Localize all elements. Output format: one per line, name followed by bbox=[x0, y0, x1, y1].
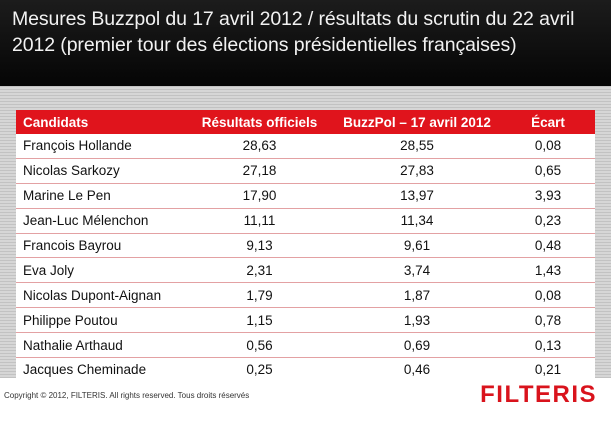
results-table-container: Candidats Résultats officiels BuzzPol – … bbox=[16, 110, 595, 383]
cell-official-result: 1,79 bbox=[186, 282, 333, 309]
cell-buzzpol-result: 11,34 bbox=[333, 208, 501, 234]
cell-candidate: Nathalie Arthaud bbox=[16, 332, 186, 359]
cell-gap: 3,93 bbox=[501, 183, 595, 209]
page-title-line-1: Mesures Buzzpol du 17 avril 2012 / résul… bbox=[12, 8, 575, 30]
cell-official-result: 2,31 bbox=[186, 257, 333, 284]
cell-gap: 0,23 bbox=[501, 208, 595, 234]
table-row: Nicolas Dupont-Aignan 1,79 1,87 0,08 bbox=[16, 282, 595, 309]
cell-gap: 0,13 bbox=[501, 332, 595, 359]
cell-gap: 0,48 bbox=[501, 233, 595, 259]
filteris-logo: FILTERIS bbox=[480, 381, 597, 408]
table-row: Marine Le Pen 17,90 13,97 3,93 bbox=[16, 183, 595, 209]
results-table: Candidats Résultats officiels BuzzPol – … bbox=[16, 110, 595, 383]
cell-candidate: Philippe Poutou bbox=[16, 307, 186, 334]
table-row: François Hollande 28,63 28,55 0,08 bbox=[16, 134, 595, 159]
cell-buzzpol-result: 3,74 bbox=[333, 257, 501, 284]
table-header-row: Candidats Résultats officiels BuzzPol – … bbox=[16, 110, 595, 134]
cell-gap: 0,78 bbox=[501, 307, 595, 334]
cell-buzzpol-result: 27,83 bbox=[333, 158, 501, 184]
footer bbox=[0, 378, 611, 435]
table-row: Nicolas Sarkozy 27,18 27,83 0,65 bbox=[16, 158, 595, 184]
cell-candidate: Eva Joly bbox=[16, 257, 186, 284]
cell-gap: 1,43 bbox=[501, 257, 595, 284]
cell-candidate: Nicolas Dupont-Aignan bbox=[16, 282, 186, 309]
cell-candidate: Marine Le Pen bbox=[16, 183, 186, 209]
cell-official-result: 9,13 bbox=[186, 233, 333, 259]
cell-official-result: 1,15 bbox=[186, 307, 333, 334]
header-ecart: Écart bbox=[501, 110, 595, 134]
cell-candidate: Francois Bayrou bbox=[16, 233, 186, 259]
table-row: Philippe Poutou 1,15 1,93 0,78 bbox=[16, 307, 595, 334]
copyright-notice: Copyright © 2012, FILTERIS. All rights r… bbox=[4, 391, 250, 400]
table-row: Eva Joly 2,31 3,74 1,43 bbox=[16, 257, 595, 284]
cell-buzzpol-result: 13,97 bbox=[333, 183, 501, 209]
table-row: Jean-Luc Mélenchon 11,11 11,34 0,23 bbox=[16, 208, 595, 234]
header-resultats-officiels: Résultats officiels bbox=[186, 110, 333, 134]
cell-gap: 0,65 bbox=[501, 158, 595, 184]
cell-candidate: François Hollande bbox=[16, 134, 186, 159]
cell-buzzpol-result: 9,61 bbox=[333, 233, 501, 259]
cell-buzzpol-result: 1,93 bbox=[333, 307, 501, 334]
cell-gap: 0,08 bbox=[501, 134, 595, 159]
cell-buzzpol-result: 28,55 bbox=[333, 134, 501, 159]
cell-buzzpol-result: 0,69 bbox=[333, 332, 501, 359]
cell-candidate: Nicolas Sarkozy bbox=[16, 158, 186, 184]
page-title-line-2: 2012 (premier tour des élections préside… bbox=[12, 34, 517, 56]
cell-official-result: 17,90 bbox=[186, 183, 333, 209]
cell-gap: 0,08 bbox=[501, 282, 595, 309]
table-row: Francois Bayrou 9,13 9,61 0,48 bbox=[16, 233, 595, 259]
title-banner: Mesures Buzzpol du 17 avril 2012 / résul… bbox=[0, 0, 611, 86]
cell-official-result: 11,11 bbox=[186, 208, 333, 234]
cell-official-result: 28,63 bbox=[186, 134, 333, 159]
table-row: Nathalie Arthaud 0,56 0,69 0,13 bbox=[16, 332, 595, 359]
header-buzzpol: BuzzPol – 17 avril 2012 bbox=[333, 110, 501, 134]
header-candidats: Candidats bbox=[16, 110, 186, 134]
cell-official-result: 27,18 bbox=[186, 158, 333, 184]
cell-buzzpol-result: 1,87 bbox=[333, 282, 501, 309]
cell-candidate: Jean-Luc Mélenchon bbox=[16, 208, 186, 234]
cell-official-result: 0,56 bbox=[186, 332, 333, 359]
